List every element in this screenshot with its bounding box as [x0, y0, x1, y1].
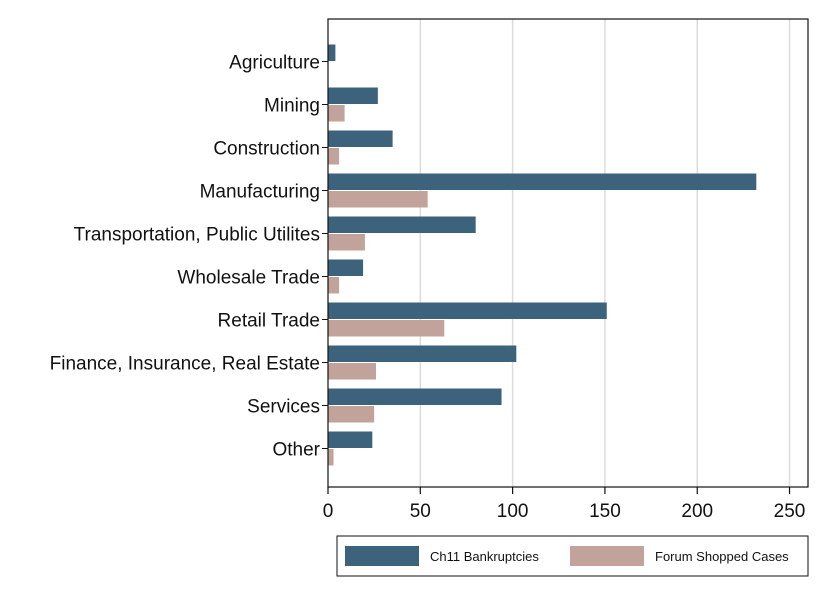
category-label-8: Services [247, 397, 320, 418]
bar-forum-4 [328, 234, 365, 251]
legend: Ch11 Bankruptcies Forum Shopped Cases [336, 535, 809, 577]
x-tick-label-100: 100 [497, 501, 529, 522]
x-tick-label-50: 50 [410, 501, 431, 522]
legend-swatch-ch11 [345, 546, 419, 566]
x-tick-label-250: 250 [774, 501, 806, 522]
gridlines [419, 19, 791, 487]
bar-ch11-5 [328, 259, 364, 276]
bar-forum-1 [328, 105, 345, 122]
x-tick-label-150: 150 [589, 501, 621, 522]
category-label-4: Transportation, Public Utilites [74, 225, 320, 246]
x-axis: 0 50 100 150 200 250 [323, 487, 806, 522]
bar-forum-2 [328, 148, 340, 165]
category-label-7: Finance, Insurance, Real Estate [50, 354, 320, 375]
category-label-1: Mining [264, 96, 320, 117]
x-tick-label-200: 200 [681, 501, 713, 522]
bar-forum-5 [328, 277, 340, 294]
bar-ch11-2 [328, 130, 393, 147]
bar-ch11-9 [328, 431, 373, 448]
category-label-6: Retail Trade [218, 311, 320, 332]
bar-ch11-1 [328, 87, 378, 104]
category-label-5: Wholesale Trade [177, 268, 320, 289]
legend-label-forum: Forum Shopped Cases [655, 549, 789, 564]
bar-forum-9 [328, 449, 334, 466]
bar-forum-3 [328, 191, 428, 208]
bar-ch11-4 [328, 216, 476, 233]
bar-ch11-0 [328, 44, 336, 61]
legend-label-ch11: Ch11 Bankruptcies [430, 549, 539, 564]
legend-swatch-forum [570, 546, 644, 566]
category-labels: Agriculture Mining Construction Manufacturi… [50, 53, 328, 461]
category-label-0: Agriculture [229, 53, 320, 74]
x-tick-label-0: 0 [323, 501, 334, 522]
bar-ch11-6 [328, 302, 607, 319]
plot-frame [327, 18, 809, 488]
bars [328, 44, 757, 466]
bar-forum-8 [328, 406, 375, 423]
category-label-9: Other [272, 440, 320, 461]
bar-ch11-3 [328, 173, 757, 190]
bar-ch11-7 [328, 345, 517, 362]
category-label-2: Construction [213, 139, 320, 160]
bar-ch11-8 [328, 388, 502, 405]
bar-forum-7 [328, 363, 376, 380]
bar-forum-6 [328, 320, 445, 337]
category-label-3: Manufacturing [200, 182, 320, 203]
